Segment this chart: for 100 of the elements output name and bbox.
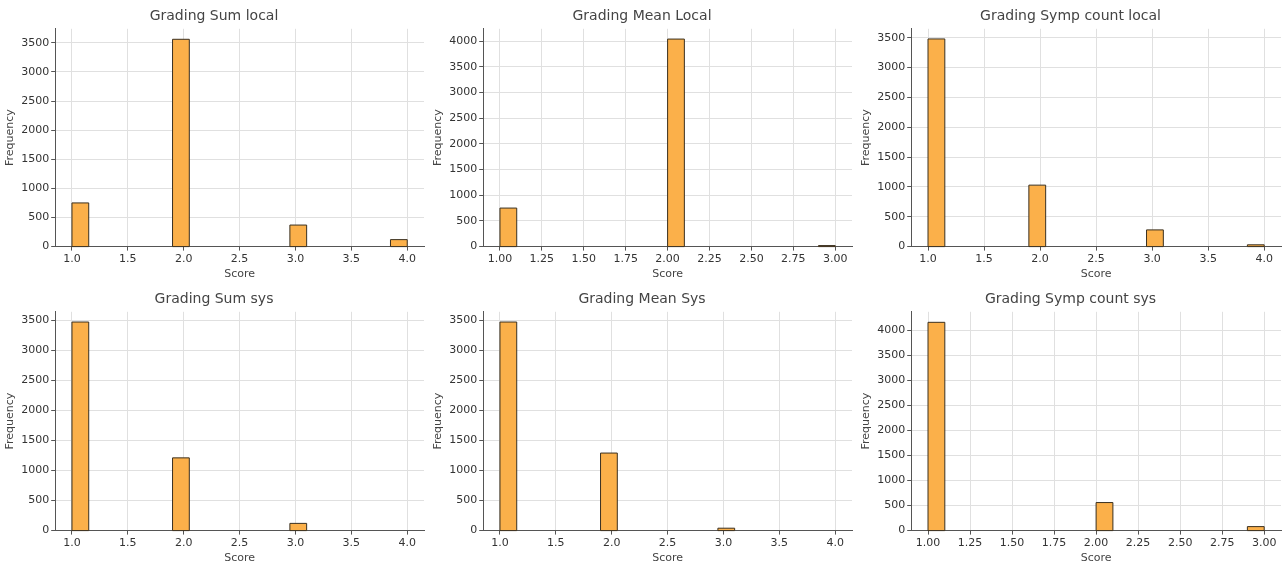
y-tick-label: 2500	[877, 90, 906, 104]
y-tick-label: 3500	[877, 348, 906, 362]
y-tick-label: 500	[28, 493, 50, 507]
y-tick-label: 2000	[449, 136, 478, 150]
y-tick-label: 2000	[21, 122, 50, 136]
x-tick-label: 1.5	[975, 252, 993, 266]
x-tick-label: 2.0	[174, 252, 193, 266]
y-tick-label: 3000	[877, 373, 906, 387]
x-tick-label: 1.0	[491, 536, 509, 550]
y-tick-label: 500	[884, 209, 906, 223]
x-tick-label: 1.5	[119, 536, 137, 550]
y-tick-label: 1000	[21, 181, 50, 195]
y-axis-title: Frequency	[859, 108, 873, 167]
y-tick-label: 1000	[449, 463, 478, 477]
x-tick-label: 4.0	[826, 536, 844, 550]
chart-title: Grading Mean Local	[572, 7, 712, 24]
x-tick-label: 3.5	[1199, 252, 1217, 266]
x-axis-title: Score	[652, 551, 684, 565]
x-tick-label: 2.50	[1167, 536, 1193, 550]
x-tick-label: 2.0	[1031, 252, 1049, 266]
y-axis-title: Frequency	[3, 108, 17, 167]
y-tick-label: 2500	[21, 373, 50, 387]
y-tick-label: 2500	[21, 93, 50, 107]
y-tick-label: 2500	[877, 398, 906, 412]
x-tick-label: 2.5	[658, 536, 677, 550]
y-tick-label: 2000	[877, 120, 906, 134]
x-axis-title: Score	[224, 551, 256, 565]
y-tick-label: 0	[470, 523, 478, 537]
y-tick-label: 4000	[877, 323, 906, 337]
x-tick-label: 3.0	[286, 252, 305, 266]
x-axis-title: Score	[1080, 551, 1112, 565]
y-tick-label: 3000	[21, 343, 50, 357]
y-tick-label: 0	[898, 523, 906, 537]
x-tick-label: 3.5	[770, 536, 789, 550]
y-tick-label: 3000	[449, 343, 478, 357]
x-tick-label: 2.50	[739, 252, 764, 266]
x-tick-label: 2.0	[174, 536, 193, 550]
x-tick-label: 4.0	[1255, 252, 1273, 266]
x-tick-label: 1.25	[957, 536, 983, 550]
x-tick-label: 2.25	[1125, 536, 1151, 550]
y-tick-label: 1500	[21, 433, 50, 447]
y-tick-label: 3500	[449, 313, 478, 327]
x-tick-label: 2.5	[1087, 252, 1105, 266]
x-tick-label: 2.00	[1083, 536, 1109, 550]
x-tick-label: 3.0	[714, 536, 733, 550]
chart-title: Grading Symp count sys	[984, 290, 1157, 307]
y-tick-label: 3000	[449, 85, 478, 99]
x-tick-label: 1.00	[487, 252, 513, 266]
x-tick-label: 2.75	[781, 252, 806, 266]
x-tick-label: 2.75	[1209, 536, 1235, 550]
y-tick-label: 3500	[21, 313, 50, 327]
x-tick-label: 1.75	[613, 252, 638, 266]
chart-title: Grading Mean Sys	[578, 290, 706, 307]
y-tick-label: 1000	[449, 188, 478, 202]
chart-title: Grading Sum local	[149, 7, 279, 24]
y-tick-label: 4000	[449, 33, 478, 47]
x-tick-label: 1.75	[1041, 536, 1067, 550]
y-axis-title: Frequency	[431, 392, 445, 450]
y-tick-label: 0	[42, 523, 50, 537]
y-tick-label: 500	[28, 210, 50, 224]
y-tick-label: 1500	[449, 162, 478, 176]
x-tick-label: 1.50	[571, 252, 597, 266]
x-tick-label: 2.00	[655, 252, 680, 266]
y-tick-label: 0	[898, 239, 906, 253]
x-axis-title: Score	[1080, 267, 1112, 281]
x-tick-label: 2.0	[602, 536, 621, 550]
x-tick-label: 1.50	[999, 536, 1025, 550]
y-tick-label: 0	[42, 239, 50, 253]
x-tick-label: 3.00	[1251, 536, 1277, 550]
y-tick-label: 2500	[449, 111, 478, 125]
x-tick-label: 1.0	[919, 252, 937, 266]
y-tick-label: 1000	[877, 179, 906, 193]
x-axis-title: Score	[224, 267, 256, 281]
y-tick-label: 1500	[449, 433, 478, 447]
x-tick-label: 3.5	[342, 252, 361, 266]
y-tick-label: 3500	[21, 35, 50, 49]
y-tick-label: 2000	[877, 423, 906, 437]
y-axis-title: Frequency	[431, 108, 445, 167]
y-tick-label: 500	[456, 493, 478, 507]
y-tick-label: 500	[884, 498, 906, 512]
x-tick-label: 3.00	[822, 252, 848, 266]
y-tick-label: 3000	[21, 64, 50, 78]
y-tick-label: 3500	[877, 30, 906, 44]
x-tick-label: 2.5	[230, 536, 249, 550]
x-tick-label: 1.5	[547, 536, 565, 550]
x-axis-title: Score	[652, 267, 684, 281]
y-tick-label: 500	[456, 213, 478, 227]
x-tick-label: 1.0	[63, 536, 81, 550]
y-tick-label: 1500	[21, 152, 50, 166]
chart-title: Grading Sum sys	[154, 290, 274, 307]
x-tick-label: 4.0	[398, 252, 416, 266]
x-tick-label: 3.0	[1143, 252, 1161, 266]
x-tick-label: 2.25	[697, 252, 722, 266]
y-tick-label: 3000	[877, 60, 906, 74]
x-tick-label: 1.00	[915, 536, 941, 550]
y-tick-label: 2000	[21, 403, 50, 417]
x-tick-label: 2.5	[230, 252, 249, 266]
y-axis-title: Frequency	[3, 392, 17, 450]
y-tick-label: 1500	[877, 149, 906, 163]
y-tick-label: 1500	[877, 448, 906, 462]
